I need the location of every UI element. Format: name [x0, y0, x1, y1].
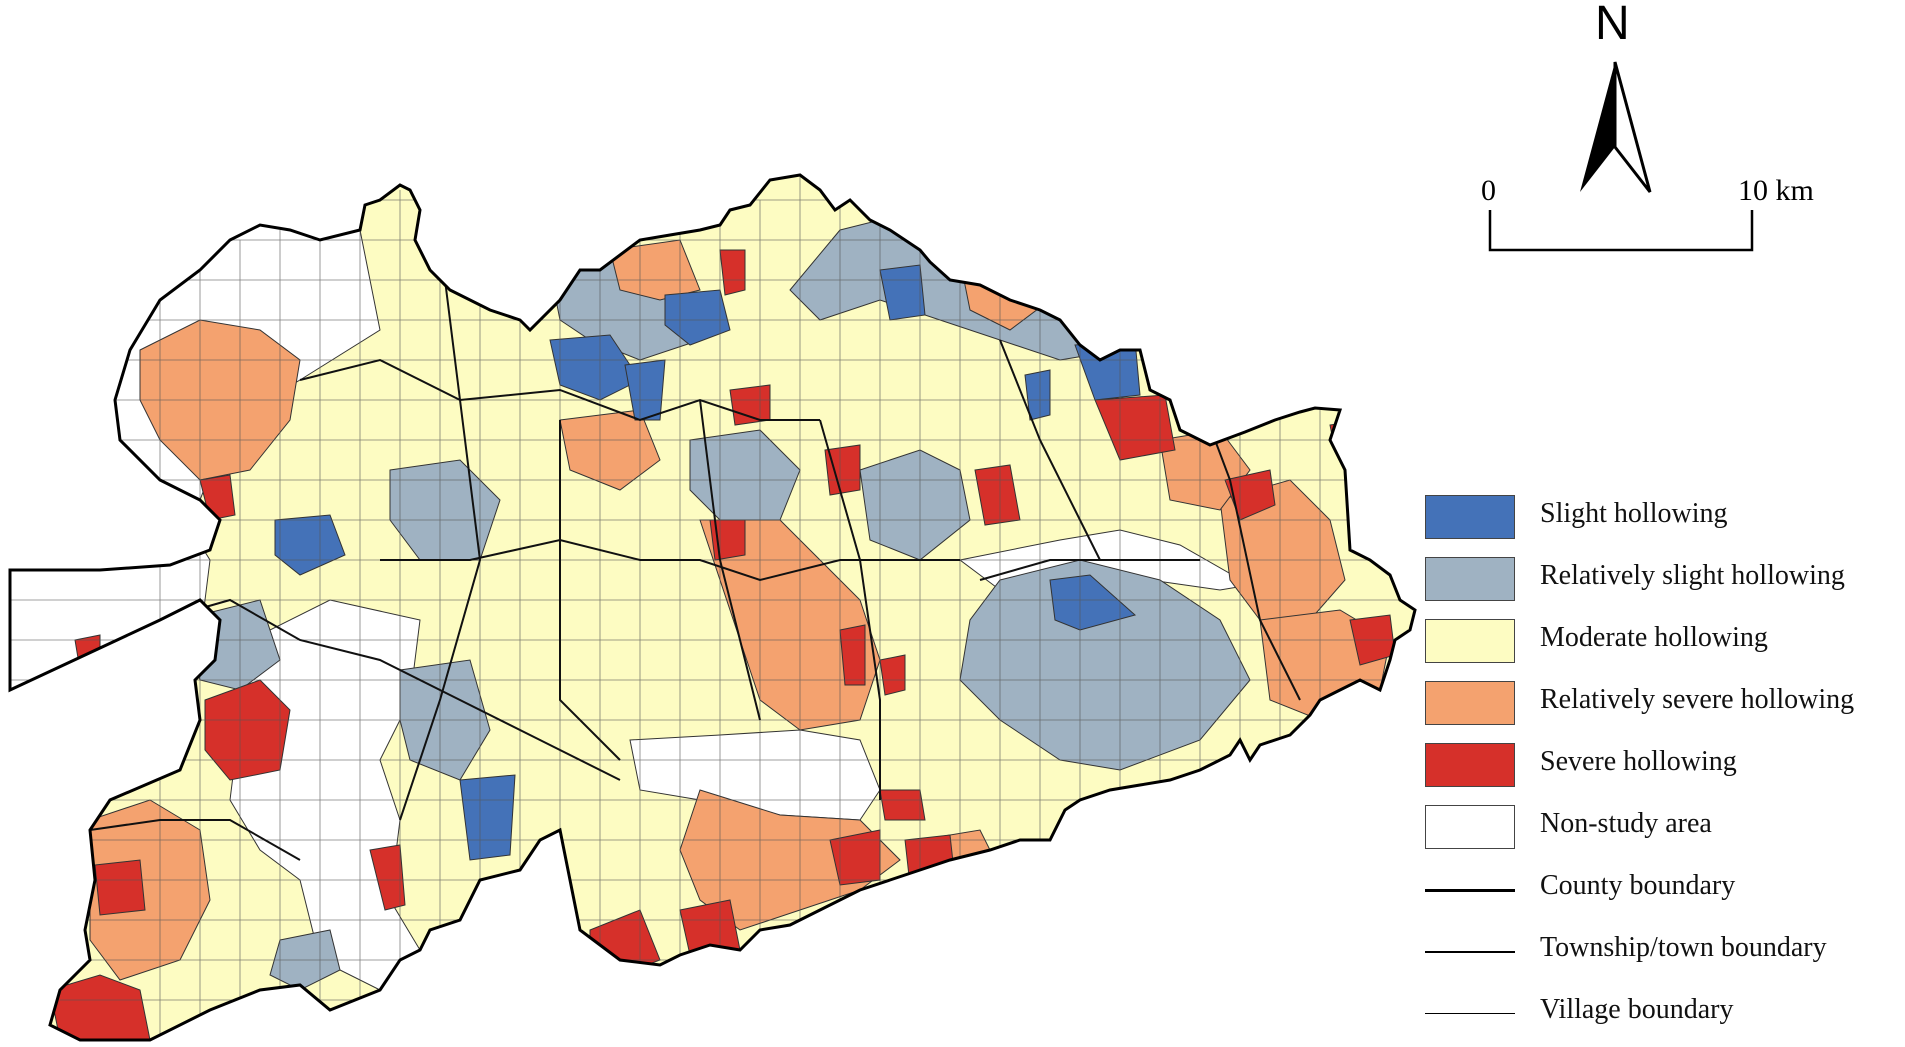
legend-label-relatively-severe: Relatively severe hollowing	[1540, 684, 1855, 715]
legend-swatch-relatively-severe	[1425, 681, 1515, 725]
north-letter: N	[1595, 0, 1630, 50]
legend-label-moderate: Moderate hollowing	[1540, 622, 1768, 653]
legend-label-severe: Severe hollowing	[1540, 746, 1737, 777]
legend-item-county-boundary: County boundary	[1420, 864, 1900, 914]
rsh-region-northeast2	[1149, 289, 1251, 381]
north-arrow-left-half	[1580, 62, 1615, 192]
sh-region-east	[1049, 574, 1137, 631]
rsvh-region-southcenter	[679, 789, 901, 931]
legend-label-slight: Slight hollowing	[1540, 498, 1728, 529]
scale-end-label: 10 km	[1738, 174, 1814, 207]
legend-label-township-boundary: Township/town boundary	[1540, 932, 1827, 963]
legend-item-severe: Severe hollowing	[1420, 740, 1900, 790]
rsvh-region-farwest-south	[89, 799, 211, 981]
legend-label-relatively-slight: Relatively slight hollowing	[1540, 560, 1845, 591]
sh-region-east2	[1024, 369, 1051, 421]
legend-swatch-severe	[1425, 743, 1515, 787]
legend-item-non-study: Non-study area	[1420, 802, 1900, 852]
legend-swatch-moderate	[1425, 619, 1515, 663]
legend-swatch-relatively-slight	[1425, 557, 1515, 601]
svh-region-center5	[879, 654, 906, 696]
svh-region-southmid2	[879, 789, 926, 821]
legend-item-relatively-slight: Relatively slight hollowing	[1420, 554, 1900, 604]
legend-label-village-boundary: Village boundary	[1540, 994, 1734, 1025]
legend-line-township	[1425, 951, 1515, 953]
sh-region-north4	[624, 359, 666, 421]
legend-item-moderate: Moderate hollowing	[1420, 616, 1900, 666]
legend-swatch-slight	[1425, 495, 1515, 539]
north-arrow-right-half	[1613, 61, 1652, 193]
scale-bar	[1488, 210, 1754, 252]
svh-region-west	[199, 474, 236, 521]
legend-item-village-boundary: Village boundary	[1420, 988, 1900, 1038]
township-boundaries	[89, 239, 1301, 861]
sh-region-north3	[879, 264, 926, 321]
svh-region-southmid	[679, 899, 741, 956]
legend-line-village	[1425, 1013, 1515, 1014]
legend-line-county	[1425, 889, 1515, 892]
legend-item-slight: Slight hollowing	[1420, 492, 1900, 542]
legend-item-township-boundary: Township/town boundary	[1420, 926, 1900, 976]
svh-region-center4	[839, 624, 866, 686]
north-arrow	[1580, 61, 1652, 193]
svh-region-north	[719, 249, 746, 296]
sh-region-southwest	[459, 774, 516, 861]
svh-region-farwest2	[94, 859, 146, 916]
legend-label-county-boundary: County boundary	[1540, 870, 1736, 901]
legend-label-non-study: Non-study area	[1540, 808, 1712, 839]
legend-item-relatively-severe: Relatively severe hollowing	[1420, 678, 1900, 728]
scale-start-label: 0	[1481, 174, 1496, 207]
legend-swatch-non-study	[1425, 805, 1515, 849]
svh-region-southwest	[369, 844, 406, 911]
svh-region-northeast2	[1164, 294, 1206, 346]
